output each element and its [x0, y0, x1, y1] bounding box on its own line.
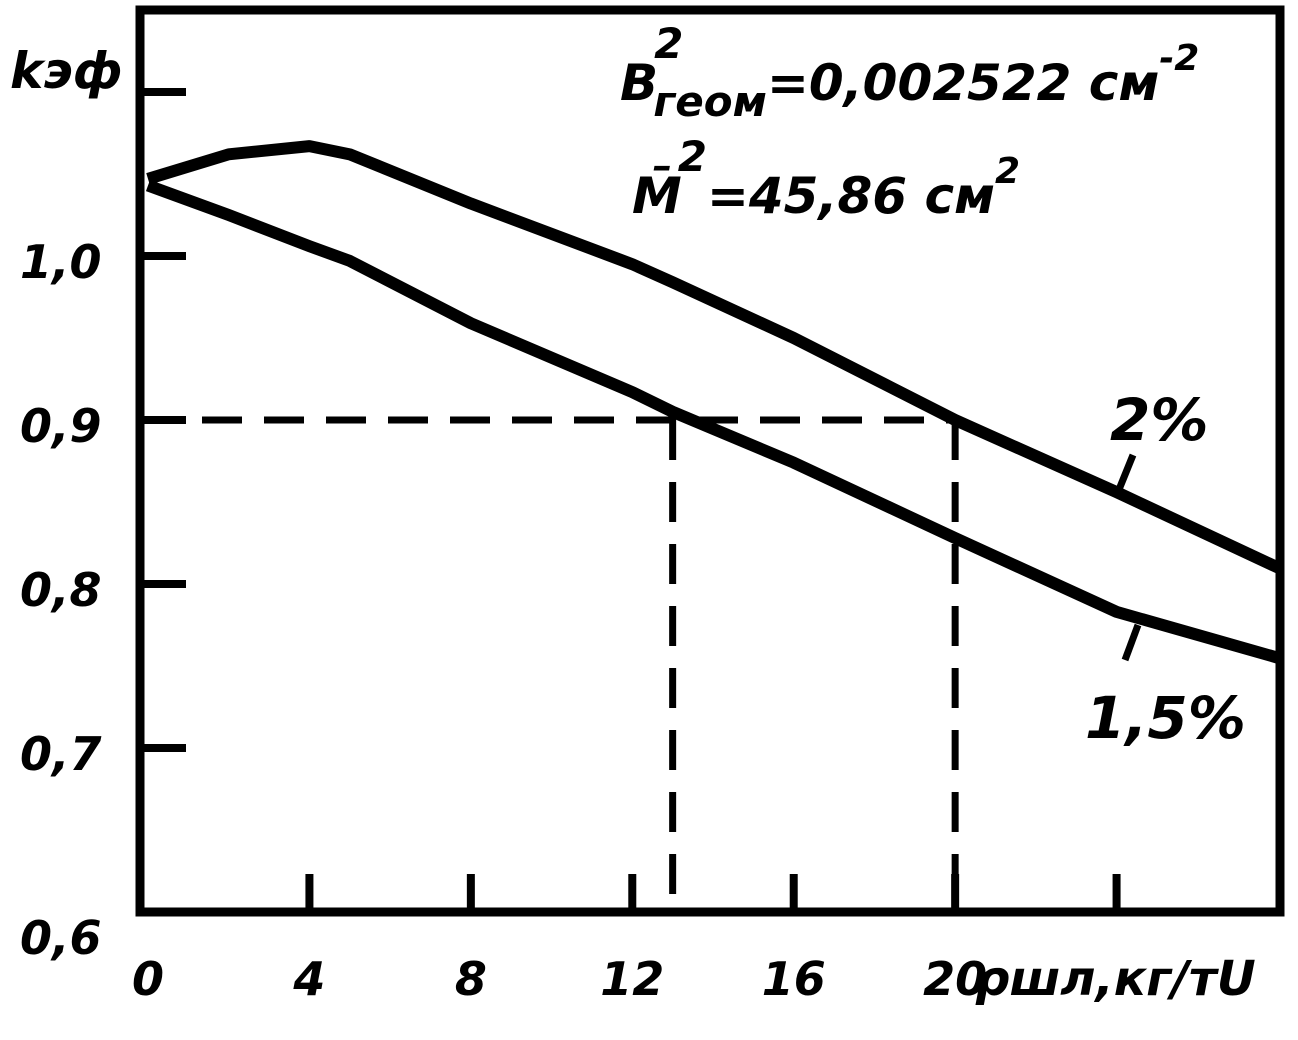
- annotation-sup: 2: [654, 19, 683, 68]
- x-axis-label: ρшл,кг/тU: [975, 951, 1256, 1007]
- plot-frame: [135, 5, 1285, 917]
- annotation-rest: =0,002522 см: [767, 54, 1159, 112]
- annotation-sup: 2: [995, 151, 1020, 192]
- annotation-rest: =45,86 см: [707, 167, 995, 225]
- y-tick-label: 0,6: [20, 911, 102, 965]
- label-leader: [1121, 623, 1142, 662]
- label-leader: [1114, 453, 1137, 494]
- y-axis-label: kэф: [10, 42, 123, 100]
- x-tick-label: 16: [762, 952, 826, 1006]
- y-tick-label: 0,8: [20, 563, 102, 617]
- x-tick-label: 4: [292, 952, 325, 1006]
- annotation-sub: геом: [653, 77, 767, 126]
- annotation-base: M̄: [632, 166, 682, 225]
- y-tick-label: 1,0: [20, 235, 102, 289]
- annotation: B2 геом=0,002522 см-2: [620, 19, 1199, 126]
- annotation: M̄2=45,86 см2: [632, 132, 1020, 225]
- x-tick-label: 20: [923, 952, 987, 1006]
- annotation-base: B: [620, 54, 658, 112]
- series-label: 1,5%: [1085, 684, 1246, 752]
- series-line: [146, 140, 1281, 574]
- x-tick-label: 12: [600, 952, 664, 1006]
- series-label: 2%: [1110, 386, 1208, 454]
- x-tick-label: 0: [132, 952, 164, 1006]
- y-tick-label: 0,7: [20, 727, 102, 781]
- series-line: [145, 179, 1280, 664]
- x-tick-label: 8: [455, 952, 487, 1006]
- y-tick-label: 0,9: [20, 399, 102, 453]
- annotation-sup: 2: [678, 132, 707, 181]
- annotation-sup: -2: [1159, 38, 1199, 79]
